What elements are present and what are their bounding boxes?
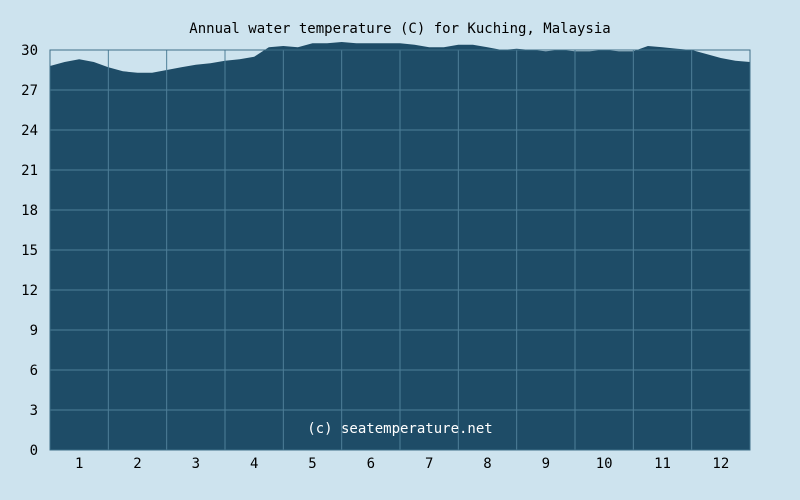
y-tick-label-21: 21 bbox=[21, 163, 38, 179]
x-tick-label-11: 11 bbox=[654, 456, 671, 472]
x-tick-label-12: 12 bbox=[712, 456, 729, 472]
x-tick-label-10: 10 bbox=[596, 456, 613, 472]
x-tick-label-4: 4 bbox=[250, 456, 258, 472]
x-tick-label-3: 3 bbox=[192, 456, 200, 472]
plot-border bbox=[49, 49, 751, 451]
x-tick-label-6: 6 bbox=[367, 456, 375, 472]
y-tick-label-27: 27 bbox=[21, 83, 38, 99]
y-tick-label-3: 3 bbox=[30, 403, 38, 419]
watermark-annotation: (c) seatemperature.net bbox=[307, 421, 492, 437]
y-tick-label-24: 24 bbox=[21, 123, 38, 139]
x-tick-label-5: 5 bbox=[308, 456, 316, 472]
y-tick-label-18: 18 bbox=[21, 203, 38, 219]
x-tick-label-7: 7 bbox=[425, 456, 433, 472]
x-tick-label-8: 8 bbox=[483, 456, 491, 472]
y-tick-label-0: 0 bbox=[30, 443, 38, 459]
x-tick-label-2: 2 bbox=[133, 456, 141, 472]
y-tick-label-30: 30 bbox=[21, 43, 38, 59]
y-tick-label-12: 12 bbox=[21, 283, 38, 299]
chart-title: Annual water temperature (C) for Kuching… bbox=[189, 21, 610, 37]
y-tick-label-15: 15 bbox=[21, 243, 38, 259]
y-tick-label-9: 9 bbox=[30, 323, 38, 339]
x-tick-label-9: 9 bbox=[542, 456, 550, 472]
y-tick-label-6: 6 bbox=[30, 363, 38, 379]
x-tick-label-1: 1 bbox=[75, 456, 83, 472]
